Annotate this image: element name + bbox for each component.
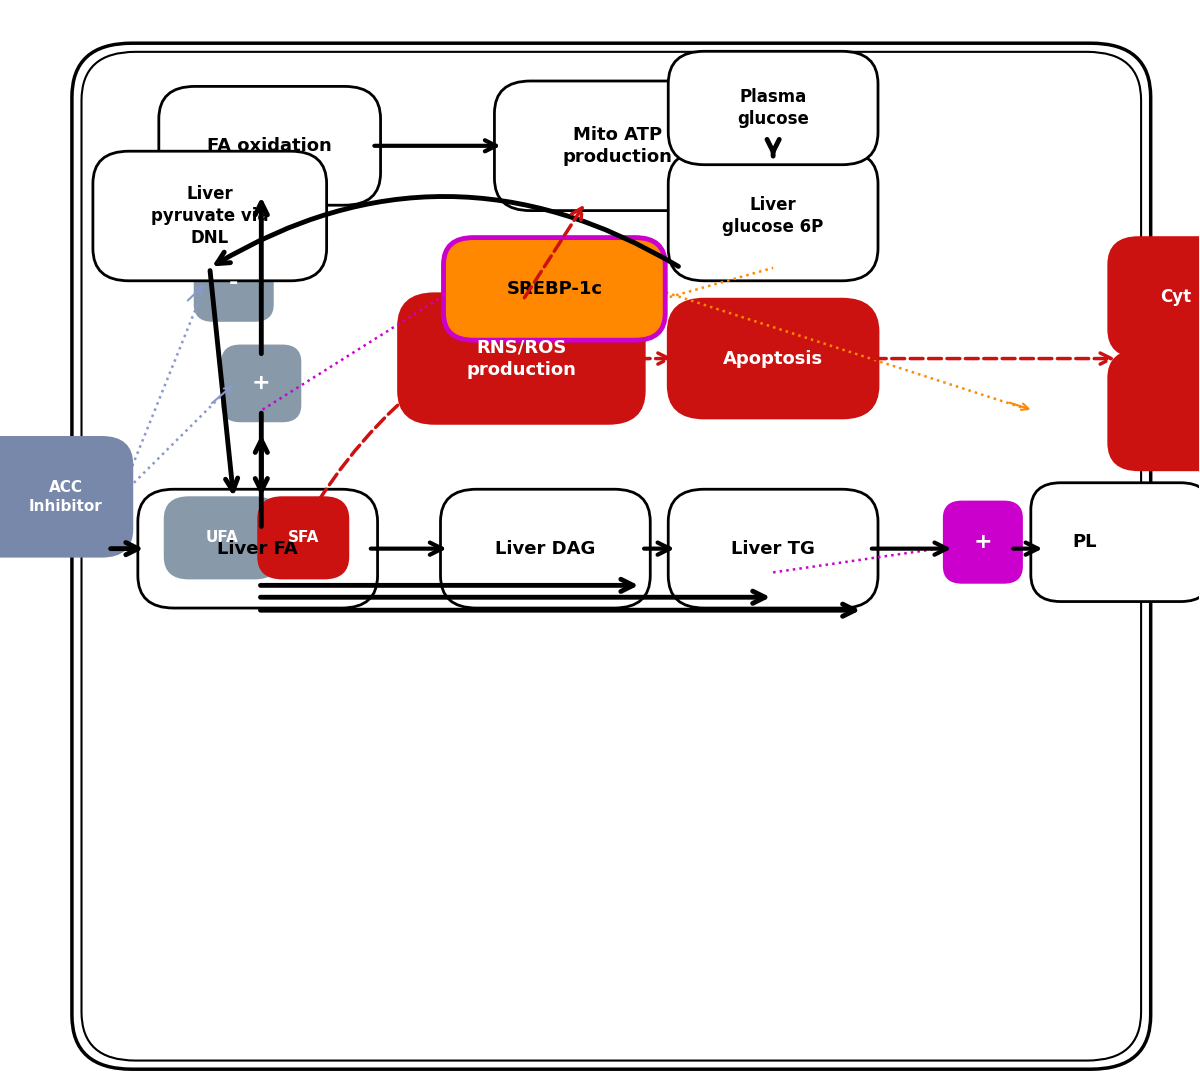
Text: FA oxidation: FA oxidation	[208, 137, 332, 154]
FancyBboxPatch shape	[668, 489, 878, 608]
FancyBboxPatch shape	[944, 501, 1022, 583]
FancyBboxPatch shape	[164, 497, 278, 579]
Text: Mito ATP
production: Mito ATP production	[563, 125, 672, 166]
Text: Cyt: Cyt	[1160, 288, 1192, 306]
Text: Liver DAG: Liver DAG	[496, 540, 595, 557]
Text: SFA: SFA	[288, 530, 319, 545]
FancyBboxPatch shape	[138, 489, 378, 608]
FancyBboxPatch shape	[1109, 238, 1200, 356]
Text: +: +	[252, 374, 271, 393]
Text: SREBP-1c: SREBP-1c	[506, 280, 602, 298]
Text: UFA: UFA	[205, 530, 238, 545]
Text: Plasma
glucose: Plasma glucose	[737, 87, 809, 129]
Text: Liver TG: Liver TG	[731, 540, 815, 557]
FancyBboxPatch shape	[1031, 483, 1200, 602]
FancyBboxPatch shape	[668, 299, 878, 418]
FancyBboxPatch shape	[668, 151, 878, 281]
FancyBboxPatch shape	[444, 238, 665, 340]
Text: Liver
glucose 6P: Liver glucose 6P	[722, 195, 823, 237]
Text: RNS/ROS
production: RNS/ROS production	[467, 338, 576, 379]
FancyBboxPatch shape	[222, 346, 300, 421]
FancyBboxPatch shape	[398, 294, 644, 423]
FancyBboxPatch shape	[158, 86, 380, 205]
Text: -: -	[229, 273, 239, 293]
Text: ACC
Inhibitor: ACC Inhibitor	[29, 480, 103, 514]
Text: PL: PL	[1073, 534, 1097, 551]
FancyBboxPatch shape	[258, 497, 348, 579]
FancyBboxPatch shape	[194, 245, 272, 321]
FancyBboxPatch shape	[440, 489, 650, 608]
FancyBboxPatch shape	[92, 151, 326, 281]
FancyBboxPatch shape	[72, 43, 1151, 1069]
FancyBboxPatch shape	[0, 437, 132, 556]
FancyBboxPatch shape	[668, 51, 878, 164]
Text: +: +	[973, 532, 992, 552]
Text: Liver
pyruvate via
DNL: Liver pyruvate via DNL	[151, 185, 269, 247]
Text: Liver FA: Liver FA	[217, 540, 298, 557]
FancyBboxPatch shape	[494, 81, 740, 211]
Text: Apoptosis: Apoptosis	[724, 350, 823, 367]
FancyBboxPatch shape	[1109, 351, 1200, 470]
